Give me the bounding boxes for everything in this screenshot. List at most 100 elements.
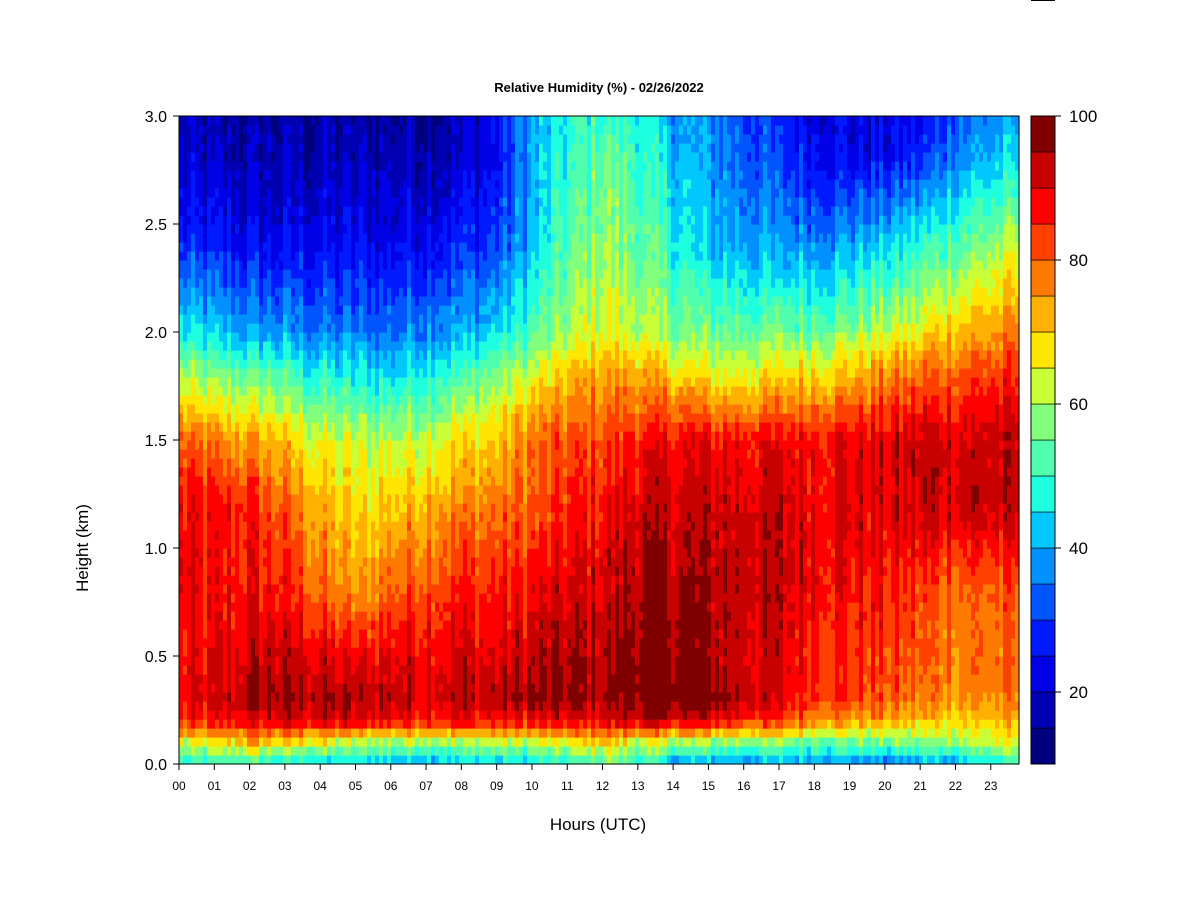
heatmap-cell — [751, 548, 756, 558]
heatmap-cell — [755, 584, 760, 594]
heatmap-cell — [823, 710, 828, 720]
heatmap-cell — [295, 674, 300, 684]
heatmap-cell — [883, 674, 888, 684]
heatmap-cell — [355, 647, 360, 657]
heatmap-cell — [315, 719, 320, 729]
heatmap-cell — [439, 584, 444, 594]
heatmap-cell — [595, 566, 600, 576]
heatmap-cell — [687, 737, 692, 747]
heatmap-cell — [715, 728, 720, 738]
heatmap-cell — [479, 566, 484, 576]
heatmap-cell — [951, 665, 956, 675]
heatmap-cell — [279, 548, 284, 558]
heatmap-cell — [999, 638, 1004, 648]
heatmap-cell — [487, 584, 492, 594]
heatmap-cell — [727, 737, 732, 747]
heatmap-cell — [187, 593, 192, 603]
heatmap-cell — [827, 674, 832, 684]
heatmap-cell — [531, 755, 536, 765]
heatmap-cell — [491, 647, 496, 657]
heatmap-cell — [555, 674, 560, 684]
heatmap-cell — [747, 629, 752, 639]
heatmap-cell — [979, 683, 984, 693]
heatmap-cell — [543, 611, 548, 621]
heatmap-cell — [695, 611, 700, 621]
heatmap-cell — [591, 620, 596, 630]
heatmap-cell — [1011, 674, 1016, 684]
heatmap-cell — [939, 728, 944, 738]
heatmap-cell — [931, 611, 936, 621]
heatmap-cell — [1007, 629, 1012, 639]
heatmap-cell — [671, 584, 676, 594]
heatmap-cell — [759, 746, 764, 756]
heatmap-cell — [931, 719, 936, 729]
heatmap-cell — [235, 584, 240, 594]
heatmap-cell — [795, 620, 800, 630]
heatmap-cell — [539, 629, 544, 639]
heatmap-cell — [627, 674, 632, 684]
heatmap-cell — [555, 728, 560, 738]
heatmap-cell — [683, 593, 688, 603]
heatmap-cell — [627, 665, 632, 675]
heatmap-cell — [239, 692, 244, 702]
heatmap-cell — [635, 692, 640, 702]
heatmap-cell — [527, 566, 532, 576]
heatmap-cell — [883, 656, 888, 666]
heatmap-cell — [395, 575, 400, 585]
heatmap-cell — [391, 557, 396, 567]
heatmap-cell — [979, 566, 984, 576]
heatmap-cell — [931, 602, 936, 612]
heatmap-cell — [491, 638, 496, 648]
heatmap-cell — [483, 683, 488, 693]
heatmap-cell — [455, 611, 460, 621]
heatmap-cell — [903, 638, 908, 648]
heatmap-cell — [687, 584, 692, 594]
heatmap-cell — [303, 611, 308, 621]
heatmap-cell — [723, 557, 728, 567]
heatmap-cell — [259, 683, 264, 693]
heatmap-cell — [199, 629, 204, 639]
heatmap-cell — [395, 656, 400, 666]
heatmap-cell — [851, 611, 856, 621]
heatmap-cell — [731, 674, 736, 684]
heatmap-cell — [835, 602, 840, 612]
heatmap-cell — [235, 737, 240, 747]
heatmap-cell — [407, 557, 412, 567]
heatmap-cell — [459, 665, 464, 675]
heatmap-cell — [759, 692, 764, 702]
heatmap-cell — [895, 593, 900, 603]
heatmap-cell — [355, 737, 360, 747]
heatmap-cell — [335, 548, 340, 558]
heatmap-cell — [179, 719, 184, 729]
heatmap-cell — [947, 692, 952, 702]
heatmap-cell — [795, 584, 800, 594]
heatmap-cell — [207, 719, 212, 729]
heatmap-cell — [631, 620, 636, 630]
heatmap-cell — [335, 593, 340, 603]
heatmap-cell — [371, 683, 376, 693]
heatmap-cell — [679, 683, 684, 693]
heatmap-cell — [763, 557, 768, 567]
heatmap-cell — [939, 647, 944, 657]
heatmap-cell — [527, 674, 532, 684]
heatmap-cell — [583, 575, 588, 585]
heatmap-cell — [303, 566, 308, 576]
heatmap-cell — [955, 638, 960, 648]
heatmap-cell — [907, 611, 912, 621]
heatmap-cell — [923, 656, 928, 666]
heatmap-cell — [547, 746, 552, 756]
heatmap-cell — [287, 755, 292, 765]
heatmap-cell — [659, 584, 664, 594]
heatmap-cell — [971, 566, 976, 576]
heatmap-cell — [799, 638, 804, 648]
heatmap-cell — [795, 719, 800, 729]
heatmap-cell — [643, 548, 648, 558]
heatmap-cell — [507, 638, 512, 648]
heatmap-cell — [595, 593, 600, 603]
heatmap-cell — [263, 755, 268, 765]
heatmap-cell — [835, 728, 840, 738]
heatmap-cell — [187, 656, 192, 666]
heatmap-cell — [419, 647, 424, 657]
heatmap-cell — [371, 584, 376, 594]
heatmap-cell — [643, 593, 648, 603]
